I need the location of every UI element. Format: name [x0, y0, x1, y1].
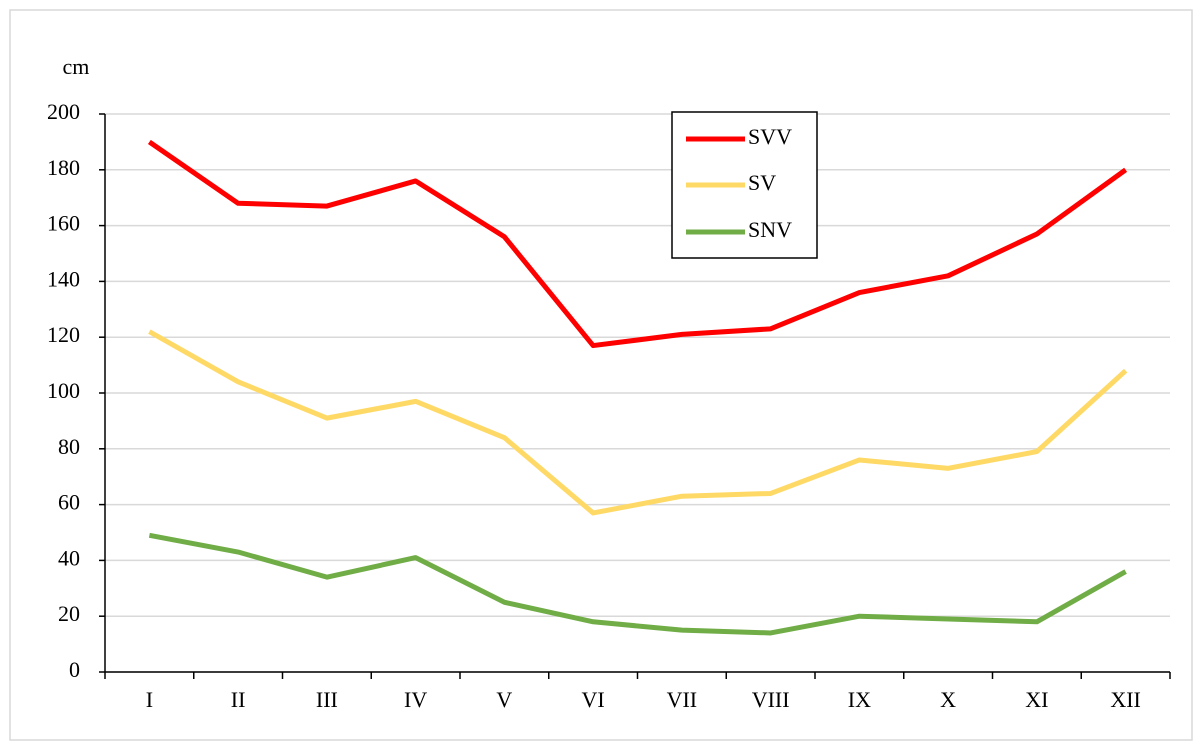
y-tick-label: 20 — [58, 601, 80, 626]
x-tick-label: V — [496, 687, 512, 712]
x-tick-label: IV — [404, 687, 427, 712]
legend-label: SVV — [748, 124, 792, 149]
x-tick-label: I — [146, 687, 153, 712]
legend-label: SV — [748, 170, 776, 195]
y-tick-label: 80 — [58, 434, 80, 459]
x-tick-label: II — [231, 687, 246, 712]
x-tick-label: VIII — [752, 687, 790, 712]
series-line — [147, 139, 1128, 349]
series-line — [148, 329, 1128, 516]
y-tick-label: 120 — [47, 322, 80, 347]
x-tick-label: III — [316, 687, 338, 712]
series-line — [148, 532, 1127, 636]
y-tick-label: 40 — [58, 545, 80, 570]
y-tick-label: 100 — [47, 378, 80, 403]
x-tick-label: X — [940, 687, 956, 712]
legend-label: SNV — [748, 217, 792, 242]
y-tick-label: 0 — [69, 657, 80, 682]
y-axis-label: cm — [63, 54, 90, 79]
y-tick-label: 160 — [47, 211, 80, 236]
x-tick-label: XI — [1025, 687, 1048, 712]
y-tick-label: 60 — [58, 490, 80, 515]
x-tick-label: VII — [667, 687, 698, 712]
y-tick-label: 180 — [47, 155, 80, 180]
x-tick-label: XII — [1110, 687, 1141, 712]
chart-frame — [9, 9, 1193, 741]
y-tick-label: 140 — [47, 266, 80, 291]
x-tick-label: VI — [582, 687, 605, 712]
x-tick-label: IX — [848, 687, 871, 712]
y-tick-label: 200 — [47, 99, 80, 124]
